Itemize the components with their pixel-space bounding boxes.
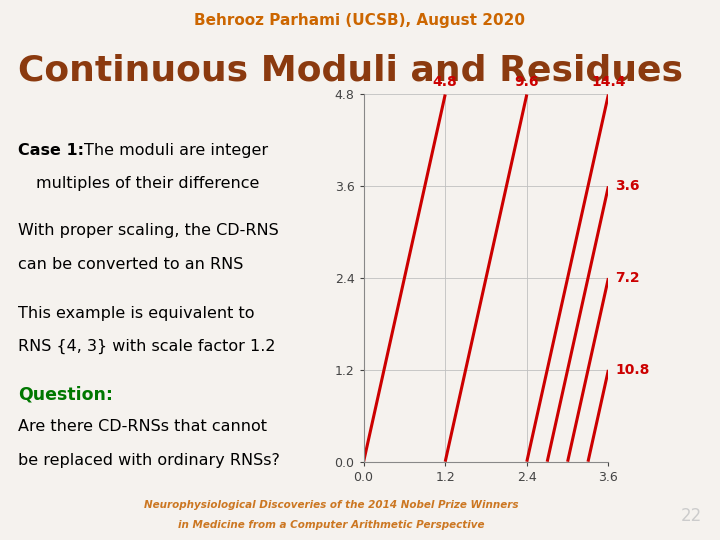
Text: 10.8: 10.8 [616,363,649,377]
Text: 14.4: 14.4 [591,75,626,89]
Text: Continuous Moduli and Residues: Continuous Moduli and Residues [18,54,683,88]
Text: Case 1:: Case 1: [18,143,84,158]
Text: in Medicine from a Computer Arithmetic Perspective: in Medicine from a Computer Arithmetic P… [178,520,485,530]
Text: With proper scaling, the CD-RNS: With proper scaling, the CD-RNS [18,223,279,238]
Text: 7.2: 7.2 [616,271,640,285]
Text: Neurophysiological Discoveries of the 2014 Nobel Prize Winners: Neurophysiological Discoveries of the 20… [144,500,518,510]
Text: 4.8: 4.8 [433,75,458,89]
Text: Question:: Question: [18,386,113,404]
Text: can be converted to an RNS: can be converted to an RNS [18,256,243,272]
Text: multiples of their difference: multiples of their difference [36,177,259,191]
Text: RNS {4, 3} with scale factor 1.2: RNS {4, 3} with scale factor 1.2 [18,339,276,354]
Text: be replaced with ordinary RNSs?: be replaced with ordinary RNSs? [18,453,280,468]
Text: 3.6: 3.6 [616,179,640,193]
Text: 9.6: 9.6 [515,75,539,89]
Text: Behrooz Parhami (UCSB), August 2020: Behrooz Parhami (UCSB), August 2020 [194,13,526,28]
Text: 22: 22 [680,507,702,525]
Text: The moduli are integer: The moduli are integer [84,143,269,158]
Text: This example is equivalent to: This example is equivalent to [18,306,254,321]
Text: Are there CD-RNSs that cannot: Are there CD-RNSs that cannot [18,419,267,434]
